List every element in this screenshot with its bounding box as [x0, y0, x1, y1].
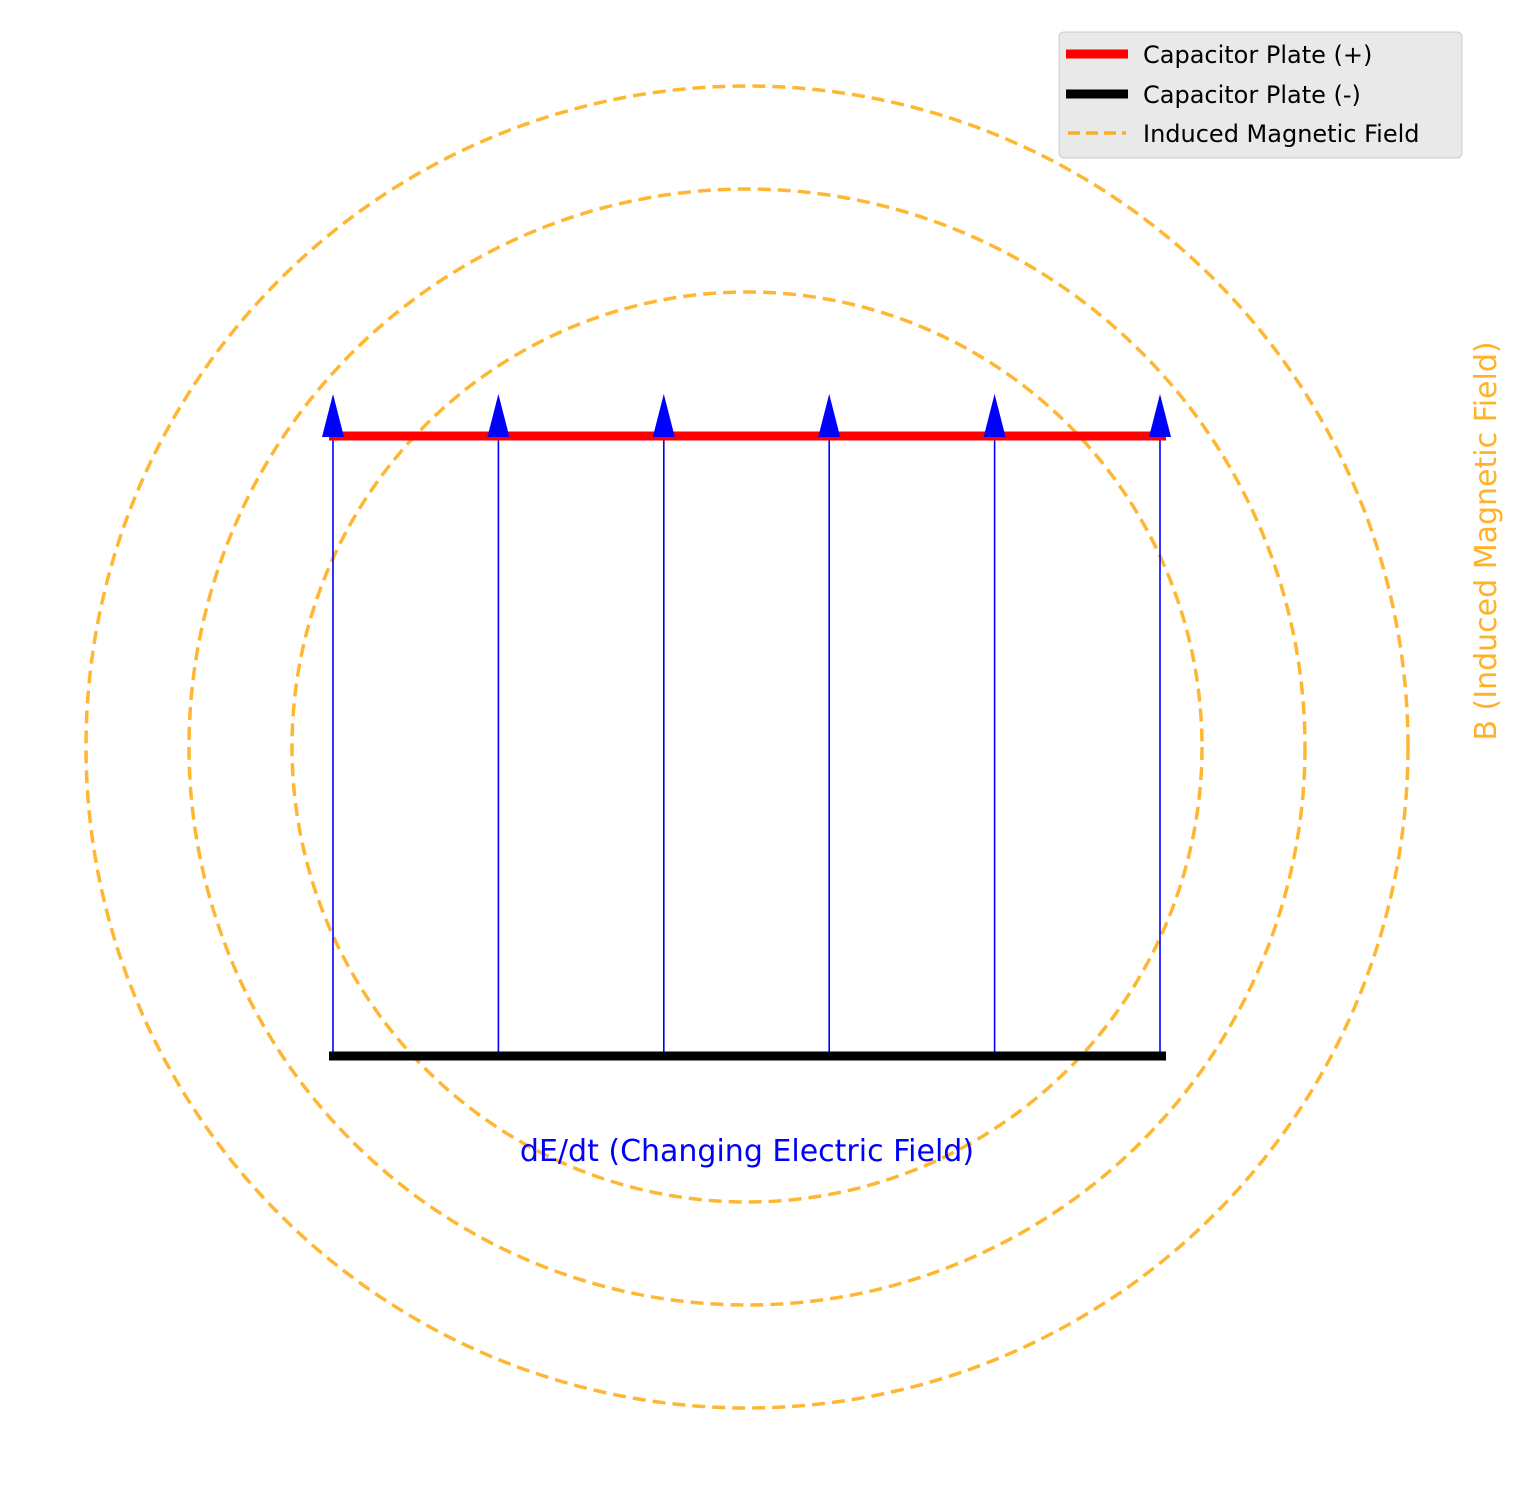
- magnetic-field-loop: [84, 84, 1410, 1410]
- magnetic-field-loops: [84, 84, 1410, 1410]
- legend-box: [1058, 31, 1463, 159]
- legend-label-magnetic-field: Induced Magnetic Field: [1143, 120, 1419, 148]
- electric-field-arrowhead: [983, 394, 1006, 437]
- electric-field-arrowheads: [322, 394, 1171, 437]
- legend: Capacitor Plate (+) Capacitor Plate (-) …: [1058, 31, 1463, 159]
- electric-field-arrowhead: [322, 394, 344, 437]
- magnetic-field-loop: [187, 187, 1307, 1307]
- electric-field-arrowhead: [652, 394, 675, 437]
- electric-field-arrowhead: [487, 394, 510, 437]
- magnetic-field-label: B (Induced Magnetic Field): [1469, 341, 1504, 740]
- legend-label-negative-plate: Capacitor Plate (-): [1143, 81, 1361, 109]
- electric-field-lines: [332, 436, 1161, 1056]
- electric-field-label: dE/dt (Changing Electric Field): [520, 1134, 974, 1169]
- electric-field-arrowhead: [818, 394, 841, 437]
- electric-field-arrowhead: [1149, 394, 1171, 437]
- magnetic-field-loop: [290, 290, 1204, 1204]
- legend-label-positive-plate: Capacitor Plate (+): [1143, 41, 1372, 69]
